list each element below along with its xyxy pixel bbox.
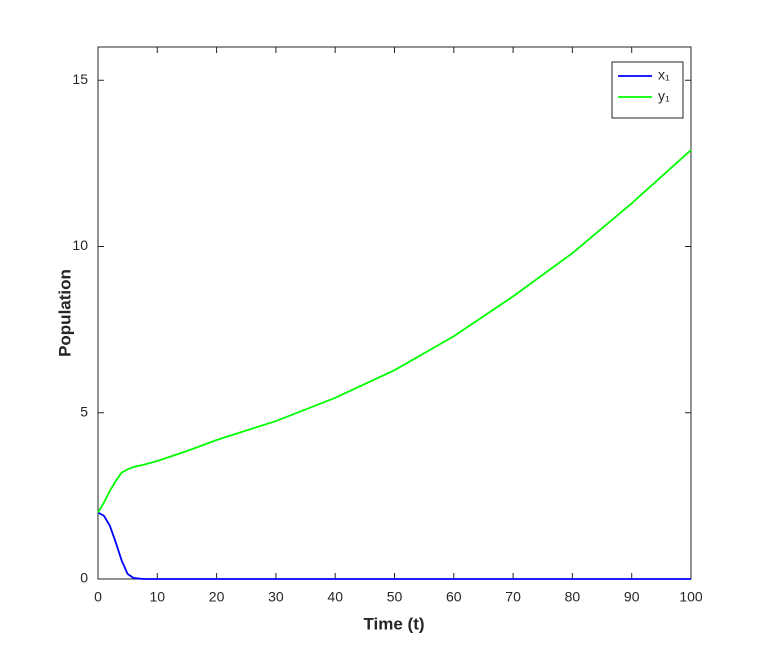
x-tick-label: 20 <box>209 589 225 605</box>
legend-label: y₁ <box>658 88 670 104</box>
line-series <box>97 149 692 513</box>
x-tick-label: 10 <box>150 589 166 605</box>
y-tick-label: 0 <box>80 570 88 586</box>
line-series <box>97 511 691 580</box>
x-axis-label: Time (t) <box>363 614 424 633</box>
x-tick-label: 90 <box>624 589 640 605</box>
y-tick-label: 15 <box>72 71 88 87</box>
legend-box <box>611 61 684 119</box>
y-tick-label: 5 <box>80 403 88 419</box>
x-tick-label: 60 <box>446 589 462 605</box>
x-tick-label: 0 <box>94 589 102 605</box>
x-tick-label: 100 <box>679 589 703 605</box>
x-tick-label: 30 <box>268 589 284 605</box>
plot-area <box>97 46 692 580</box>
x-tick-label: 80 <box>565 589 581 605</box>
y-tick-label: 10 <box>72 237 88 253</box>
legend-label: x₁ <box>658 67 670 83</box>
y-axis-label: Population <box>55 269 74 357</box>
x-tick-label: 40 <box>327 589 343 605</box>
x-tick-label: 70 <box>505 589 521 605</box>
x-tick-label: 50 <box>387 589 403 605</box>
